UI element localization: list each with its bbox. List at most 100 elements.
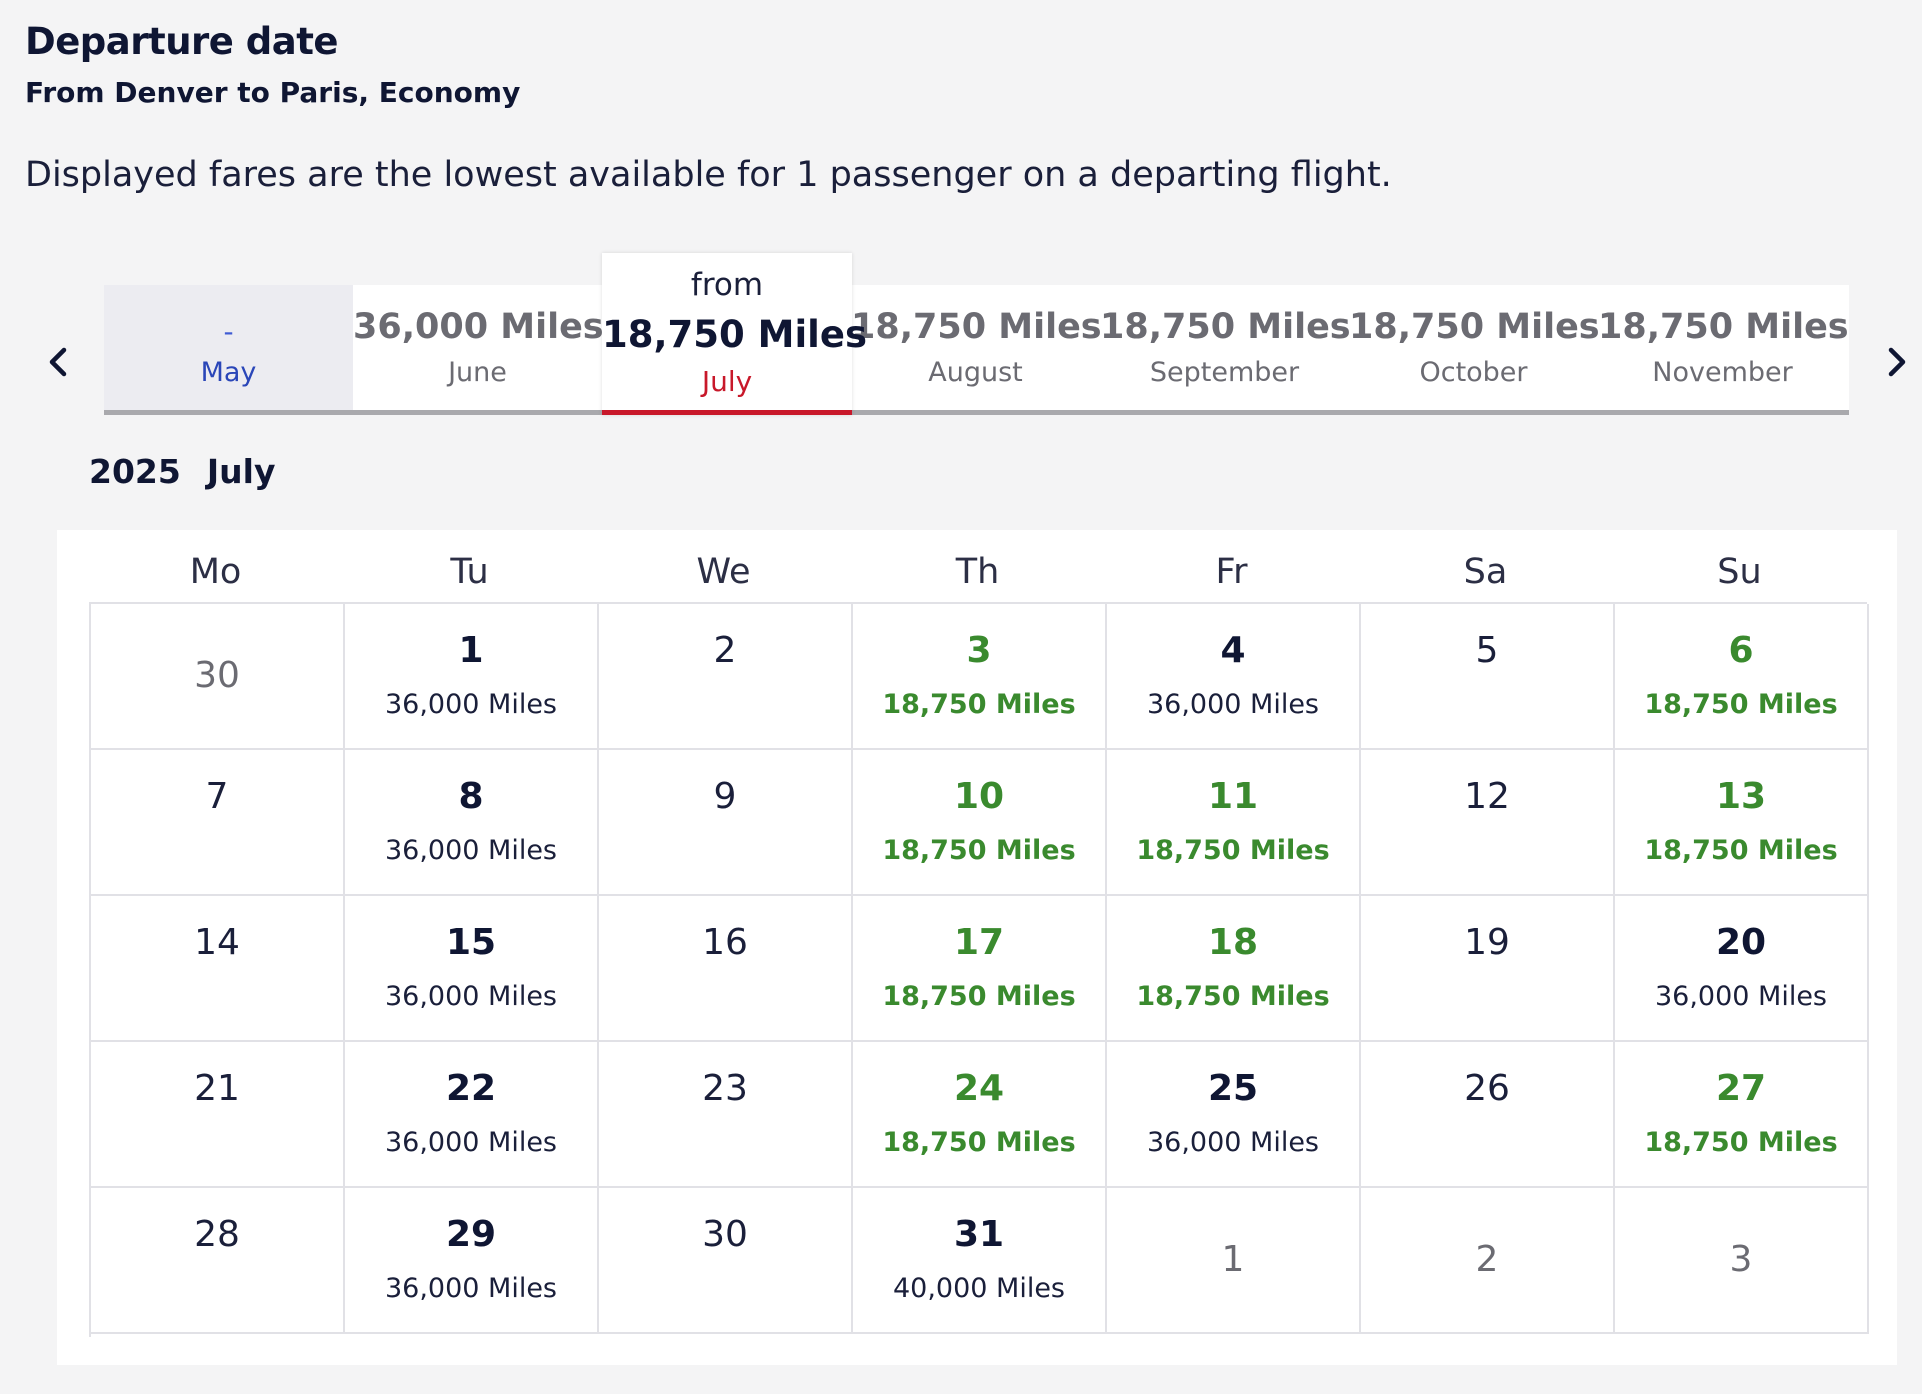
calendar-day: 5 — [1361, 604, 1615, 750]
day-number: 10 — [953, 776, 1005, 817]
month-tab-november[interactable]: 18,750 Miles November — [1598, 285, 1849, 410]
day-number: 25 — [1207, 1068, 1259, 1109]
day-number: 9 — [713, 776, 737, 817]
calendar-day[interactable]: 3 18,750 Miles — [853, 604, 1107, 750]
day-fare: 36,000 Miles — [1146, 1127, 1320, 1158]
weekday-label: Fr — [1215, 552, 1248, 592]
calendar-day[interactable]: 25 36,000 Miles — [1107, 1042, 1361, 1188]
month-tab-miles: 18,750 Miles — [1349, 307, 1600, 347]
prev-month-button[interactable] — [38, 340, 78, 384]
day-fare: 36,000 Miles — [1654, 981, 1828, 1012]
calendar-day: 14 — [91, 896, 345, 1042]
day-number: 6 — [1728, 630, 1754, 671]
calendar-day: 2 — [599, 604, 853, 750]
calendar-day-outside-month: 3 — [1615, 1188, 1869, 1334]
month-tab-miles: 18,750 Miles — [851, 307, 1102, 347]
day-fare: 18,750 Miles — [882, 689, 1076, 720]
weekday-label: Th — [955, 552, 1000, 592]
day-number: 7 — [205, 776, 229, 817]
calendar-day[interactable]: 8 36,000 Miles — [345, 750, 599, 896]
calendar-grid: 30 1 36,000 Miles 2 3 18,750 Miles 4 36,000 Mil… — [89, 602, 1869, 1337]
month-tab-miles: 18,750 Miles — [1598, 307, 1849, 347]
day-number: 24 — [953, 1068, 1005, 1109]
day-number: 21 — [194, 1068, 240, 1109]
calendar-day[interactable]: 15 36,000 Miles — [345, 896, 599, 1042]
month-tab-from-label: from — [690, 267, 764, 303]
calendar-day[interactable]: 1 36,000 Miles — [345, 604, 599, 750]
calendar-day[interactable]: 18 18,750 Miles — [1107, 896, 1361, 1042]
day-fare: 36,000 Miles — [384, 689, 558, 720]
day-fare: 18,750 Miles — [1644, 835, 1838, 866]
month-tab-october[interactable]: 18,750 Miles October — [1349, 285, 1600, 410]
day-number: 27 — [1715, 1068, 1767, 1109]
fare-note: Displayed fares are the lowest available… — [25, 155, 1392, 195]
day-number: 16 — [702, 922, 748, 963]
day-number: 5 — [1475, 630, 1499, 671]
calendar-day[interactable]: 13 18,750 Miles — [1615, 750, 1869, 896]
calendar-day: 12 — [1361, 750, 1615, 896]
calendar-day[interactable]: 17 18,750 Miles — [853, 896, 1107, 1042]
day-number: 23 — [702, 1068, 748, 1109]
calendar: Mo Tu We Th Fr Sa Su 30 1 36,000 Miles 2 3 18,750 M… — [57, 530, 1897, 1365]
calendar-day[interactable]: 22 36,000 Miles — [345, 1042, 599, 1188]
day-number: 15 — [445, 922, 497, 963]
calendar-day[interactable]: 10 18,750 Miles — [853, 750, 1107, 896]
calendar-day: 16 — [599, 896, 853, 1042]
month-tab-june[interactable]: 36,000 Miles June — [353, 285, 604, 410]
calendar-day: 7 — [91, 750, 345, 896]
calendar-day[interactable]: 6 18,750 Miles — [1615, 604, 1869, 750]
day-number: 11 — [1207, 776, 1259, 817]
chevron-left-icon — [49, 347, 67, 377]
calendar-day: 26 — [1361, 1042, 1615, 1188]
day-number: 2 — [1475, 1239, 1499, 1280]
calendar-day[interactable]: 4 36,000 Miles — [1107, 604, 1361, 750]
day-number: 3 — [966, 630, 992, 671]
chevron-right-icon — [1888, 347, 1906, 377]
day-number: 18 — [1207, 922, 1259, 963]
calendar-day: 21 — [91, 1042, 345, 1188]
calendar-day[interactable]: 11 18,750 Miles — [1107, 750, 1361, 896]
calendar-day[interactable]: 24 18,750 Miles — [853, 1042, 1107, 1188]
month-tab-september[interactable]: 18,750 Miles September — [1100, 285, 1351, 410]
weekday-label: We — [696, 552, 751, 592]
weekday-label: Mo — [189, 552, 242, 592]
calendar-day-outside-month: 1 — [1107, 1188, 1361, 1334]
month-tab-august[interactable]: 18,750 Miles August — [851, 285, 1102, 410]
day-fare: 36,000 Miles — [384, 1273, 558, 1304]
month-tab-name: November — [1652, 357, 1793, 388]
calendar-day[interactable]: 29 36,000 Miles — [345, 1188, 599, 1334]
day-number: 12 — [1464, 776, 1510, 817]
day-fare: 18,750 Miles — [882, 981, 1076, 1012]
day-fare: 18,750 Miles — [1136, 981, 1330, 1012]
month-tab-name: June — [448, 357, 507, 388]
weekday-label: Tu — [450, 552, 489, 592]
calendar-day[interactable]: 31 40,000 Miles — [853, 1188, 1107, 1334]
month-selector: - May 36,000 Miles June 18,750 Miles Aug… — [104, 285, 1849, 415]
calendar-month: July — [206, 452, 276, 491]
calendar-heading: 2025 July — [89, 452, 301, 491]
month-tab-may[interactable]: - May — [104, 285, 353, 410]
next-month-button[interactable] — [1877, 340, 1917, 384]
month-tab-name: July — [701, 365, 753, 398]
month-tab-july-selected[interactable]: from 18,750 Miles July — [602, 253, 867, 415]
day-fare: 36,000 Miles — [384, 1127, 558, 1158]
calendar-day-outside-month: 30 — [91, 604, 345, 750]
day-fare: 18,750 Miles — [1644, 1127, 1838, 1158]
month-tab-miles: - — [223, 315, 234, 348]
day-number: 3 — [1729, 1239, 1753, 1280]
month-tab-name: September — [1149, 357, 1300, 388]
day-number: 1 — [458, 630, 484, 671]
day-fare: 36,000 Miles — [384, 981, 558, 1012]
calendar-day: 19 — [1361, 896, 1615, 1042]
day-number: 8 — [458, 776, 484, 817]
calendar-day: 23 — [599, 1042, 853, 1188]
day-number: 30 — [702, 1214, 748, 1255]
day-number: 26 — [1464, 1068, 1510, 1109]
day-number: 13 — [1715, 776, 1767, 817]
day-number: 20 — [1715, 922, 1767, 963]
day-number: 17 — [953, 922, 1005, 963]
calendar-day[interactable]: 20 36,000 Miles — [1615, 896, 1869, 1042]
day-number: 22 — [445, 1068, 497, 1109]
weekday-label: Su — [1717, 552, 1762, 592]
calendar-day[interactable]: 27 18,750 Miles — [1615, 1042, 1869, 1188]
